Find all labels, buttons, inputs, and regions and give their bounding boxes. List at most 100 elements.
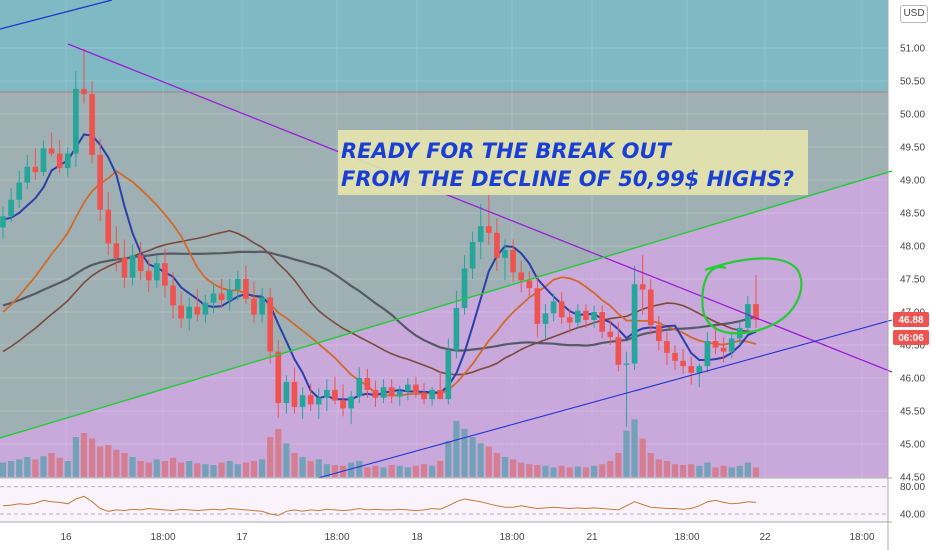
volume-bar bbox=[566, 467, 573, 477]
volume-bar bbox=[97, 446, 104, 477]
time-tick-label: 18 bbox=[411, 532, 423, 543]
volume-bar bbox=[574, 466, 581, 477]
price-tick-label: 49.00 bbox=[900, 176, 925, 187]
candle-body bbox=[56, 153, 63, 169]
volume-bar bbox=[404, 467, 411, 477]
candle-body bbox=[550, 301, 557, 314]
volume-bar bbox=[218, 462, 225, 477]
volume-bar bbox=[623, 430, 630, 477]
candle-body bbox=[429, 389, 435, 400]
volume-bar bbox=[501, 457, 509, 477]
candle-body bbox=[526, 280, 533, 289]
candle-body bbox=[315, 397, 322, 405]
volume-bars bbox=[0, 419, 760, 477]
volume-bar bbox=[0, 462, 7, 477]
candle-body bbox=[485, 226, 492, 233]
candle-body bbox=[129, 255, 136, 278]
price-tick-label: 51.00 bbox=[900, 44, 925, 55]
candle-body bbox=[639, 284, 646, 290]
volume-bar bbox=[412, 465, 420, 477]
annotation-box bbox=[338, 130, 808, 195]
volume-bar bbox=[234, 464, 241, 477]
volume-bar bbox=[307, 461, 314, 477]
volume-bar bbox=[64, 461, 71, 477]
candle-body bbox=[688, 366, 695, 373]
volume-bar bbox=[364, 467, 371, 477]
volume-bar bbox=[396, 465, 403, 477]
volume-bar bbox=[453, 421, 460, 477]
countdown-label: 06:06 bbox=[898, 333, 924, 344]
volume-bar bbox=[210, 465, 217, 477]
candle-body bbox=[0, 216, 6, 228]
candle-body bbox=[607, 331, 614, 338]
volume-bar bbox=[226, 461, 233, 477]
candle-body bbox=[405, 384, 411, 392]
price-tick-label: 46.00 bbox=[900, 374, 925, 385]
volume-bar bbox=[429, 465, 436, 477]
candle-body bbox=[40, 148, 47, 173]
oscillator: 80.00 40.00 bbox=[0, 482, 925, 521]
last-price-label: 46.88 bbox=[898, 315, 923, 326]
volume-bar bbox=[615, 453, 622, 477]
candle-body bbox=[469, 242, 476, 269]
candle-body bbox=[243, 279, 249, 299]
oscillator-tick-label: 80.00 bbox=[900, 482, 925, 493]
candles bbox=[0, 48, 759, 427]
candle-body bbox=[672, 352, 678, 361]
volume-bar bbox=[72, 437, 79, 477]
volume-bar bbox=[485, 446, 492, 477]
candle-body bbox=[664, 341, 670, 353]
volume-bar bbox=[550, 467, 557, 477]
volume-bar bbox=[8, 461, 15, 477]
oscillator-line bbox=[2, 495, 757, 516]
volume-bar bbox=[712, 467, 719, 477]
candle-body bbox=[105, 209, 112, 244]
volume-bar bbox=[518, 462, 525, 477]
candle-body bbox=[16, 182, 23, 200]
candle-body bbox=[73, 88, 79, 154]
currency-button[interactable]: USD bbox=[900, 5, 928, 23]
candle-body bbox=[186, 306, 193, 319]
candle-body bbox=[234, 279, 241, 290]
volume-bar bbox=[680, 465, 687, 477]
volume-bar bbox=[40, 456, 47, 477]
highlight-circle bbox=[701, 257, 803, 335]
candle-body bbox=[437, 389, 444, 400]
volume-bar bbox=[380, 467, 387, 477]
candle-body bbox=[566, 317, 573, 323]
volume-bar bbox=[744, 462, 751, 477]
oscillator-tick-label: 40.00 bbox=[900, 510, 925, 521]
volume-bar bbox=[558, 465, 565, 477]
volume-bar bbox=[348, 462, 355, 477]
candle-body bbox=[340, 400, 346, 409]
candle-body bbox=[753, 304, 759, 320]
candle-body bbox=[542, 313, 549, 324]
volume-bar bbox=[113, 449, 120, 477]
candle-body bbox=[510, 249, 516, 273]
candle-body bbox=[218, 293, 225, 301]
volume-bar bbox=[590, 465, 598, 477]
ma-fast-line bbox=[2, 133, 757, 401]
candle-body bbox=[591, 312, 597, 320]
grid bbox=[0, 47, 888, 478]
candle-body bbox=[445, 350, 452, 400]
candle-body bbox=[81, 88, 87, 95]
volume-bar bbox=[445, 441, 452, 477]
candle-body bbox=[178, 305, 184, 319]
price-tick-label: 46.50 bbox=[900, 341, 925, 352]
volume-bar bbox=[291, 453, 298, 477]
time-tick-label: 22 bbox=[759, 532, 771, 543]
volume-bar bbox=[704, 462, 711, 477]
rising-channel-line bbox=[0, 170, 893, 439]
candle-body bbox=[712, 341, 719, 348]
volume-bar bbox=[194, 463, 201, 477]
candle-body bbox=[461, 268, 468, 309]
resistance-trendline bbox=[67, 43, 893, 373]
volume-bar bbox=[88, 438, 96, 477]
volume-bar bbox=[671, 464, 679, 477]
candle-body bbox=[421, 392, 427, 400]
last-price-badge bbox=[893, 312, 929, 327]
candle-body bbox=[364, 378, 371, 390]
